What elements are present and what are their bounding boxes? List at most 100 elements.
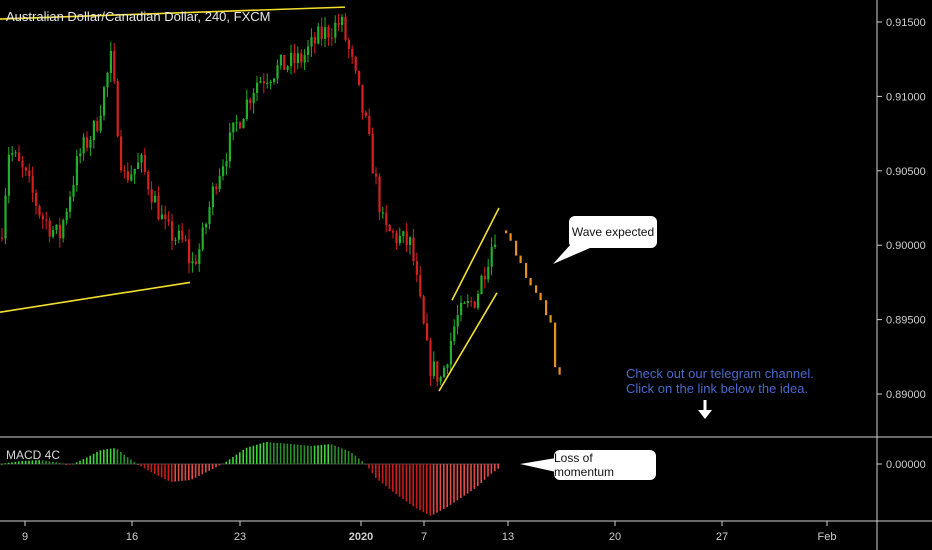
- candle-body: [239, 122, 242, 129]
- candle-body: [381, 212, 384, 214]
- time-tick-label: 13: [502, 531, 514, 543]
- candle-body: [31, 176, 34, 193]
- macd-histogram-bar: [290, 444, 292, 464]
- macd-histogram-bar: [361, 461, 363, 464]
- candle-body: [432, 361, 435, 377]
- macd-histogram-bar: [218, 464, 221, 466]
- macd-histogram-bar: [320, 444, 323, 464]
- loss-of-momentum-text: Loss of momentum: [554, 451, 615, 479]
- candle-body: [463, 303, 466, 305]
- candle-body: [395, 232, 398, 244]
- candle-body: [113, 50, 116, 82]
- candle-body: [75, 156, 78, 186]
- candle-body: [201, 227, 204, 250]
- candle-body: [453, 326, 456, 341]
- loss-of-momentum-callout: Loss of momentum: [554, 450, 656, 480]
- macd-histogram-bar: [96, 452, 98, 464]
- candle-body: [456, 315, 459, 327]
- macd-histogram-bar: [487, 464, 489, 477]
- macd-histogram-bar: [456, 464, 459, 501]
- macd-histogram-bar: [422, 464, 425, 513]
- candle-body: [375, 173, 378, 177]
- candle-body: [494, 244, 497, 247]
- macd-histogram-bar: [106, 449, 108, 464]
- macd-histogram-bar: [330, 444, 333, 464]
- macd-histogram-bar: [14, 461, 17, 464]
- macd-histogram-bar: [368, 464, 370, 469]
- price-tick-label: 0.91000: [886, 91, 926, 103]
- macd-histogram-bar: [11, 462, 13, 464]
- candle-body: [174, 239, 177, 241]
- macd-histogram-bar: [310, 445, 312, 464]
- macd-histogram-bar: [358, 458, 360, 464]
- projection-bar: [545, 300, 548, 316]
- macd-histogram-bar: [130, 459, 132, 464]
- candle-body: [449, 340, 452, 365]
- candle-body: [191, 261, 194, 264]
- candle-body: [171, 221, 174, 241]
- projection-bar: [539, 292, 542, 301]
- price-tick-label: 0.89000: [886, 389, 926, 401]
- candle-body: [334, 22, 337, 38]
- candle-body: [167, 219, 170, 222]
- macd-histogram-bar: [473, 464, 476, 489]
- macd-histogram-bar: [7, 462, 10, 464]
- macd-histogram-bar: [160, 464, 163, 478]
- macd-histogram-bar: [249, 446, 251, 464]
- candle-body: [419, 274, 422, 297]
- macd-histogram-bar: [351, 452, 353, 464]
- candle-body: [96, 121, 99, 131]
- macd-histogram-bar: [256, 444, 258, 464]
- candle-body: [232, 122, 235, 133]
- macd-histogram-bar: [494, 464, 496, 472]
- macd-histogram-bar: [126, 457, 129, 464]
- candle-body: [99, 115, 102, 131]
- macd-histogram-bar: [69, 464, 71, 465]
- macd-histogram-bar: [392, 464, 394, 492]
- candle-body: [218, 175, 221, 190]
- macd-histogram-bar: [184, 464, 187, 481]
- macd-histogram-bar: [79, 460, 81, 464]
- candle-body: [317, 26, 320, 44]
- candle-body: [225, 161, 228, 167]
- candle-body: [358, 70, 361, 85]
- macd-histogram-bar: [453, 464, 455, 503]
- macd-histogram-bar: [24, 460, 27, 464]
- projection-bar: [519, 255, 522, 264]
- projection-bar: [549, 315, 552, 323]
- macd-histogram-bar: [354, 455, 357, 464]
- candle-body: [385, 212, 388, 225]
- wave-callout-pointer: [553, 244, 590, 264]
- macd-histogram-bar: [497, 464, 499, 469]
- candle-body: [330, 37, 333, 39]
- macd-histogram-bar: [75, 462, 78, 464]
- macd-histogram-bar: [191, 464, 193, 480]
- candle-body: [303, 54, 306, 63]
- macd-histogram-bar: [483, 464, 486, 480]
- macd-histogram-bar: [222, 463, 224, 465]
- macd-histogram-bar: [405, 464, 408, 502]
- candle-body: [116, 81, 119, 137]
- candle-body: [361, 84, 364, 113]
- projection-bar: [515, 240, 518, 256]
- macd-histogram-bar: [439, 464, 442, 511]
- candle-body: [65, 211, 68, 221]
- macd-histogram-bar: [103, 449, 105, 464]
- macd-histogram-bar: [205, 464, 207, 473]
- candle-body: [28, 170, 31, 177]
- macd-histogram-bar: [385, 464, 387, 487]
- projection-bar: [535, 285, 538, 293]
- projection-bar: [525, 263, 528, 278]
- candle-body: [307, 46, 310, 55]
- candle-body: [198, 249, 201, 264]
- price-tick-label: 0.89500: [886, 315, 926, 327]
- macd-histogram-bar: [18, 461, 20, 464]
- macd-histogram-bar: [52, 461, 54, 464]
- candle-body: [130, 174, 133, 181]
- macd-histogram-bar: [245, 447, 248, 464]
- candle-body: [470, 301, 473, 303]
- candle-body: [188, 239, 191, 264]
- candle-body: [41, 215, 44, 220]
- macd-histogram-bar: [490, 464, 493, 474]
- macd-histogram-bar: [307, 445, 309, 464]
